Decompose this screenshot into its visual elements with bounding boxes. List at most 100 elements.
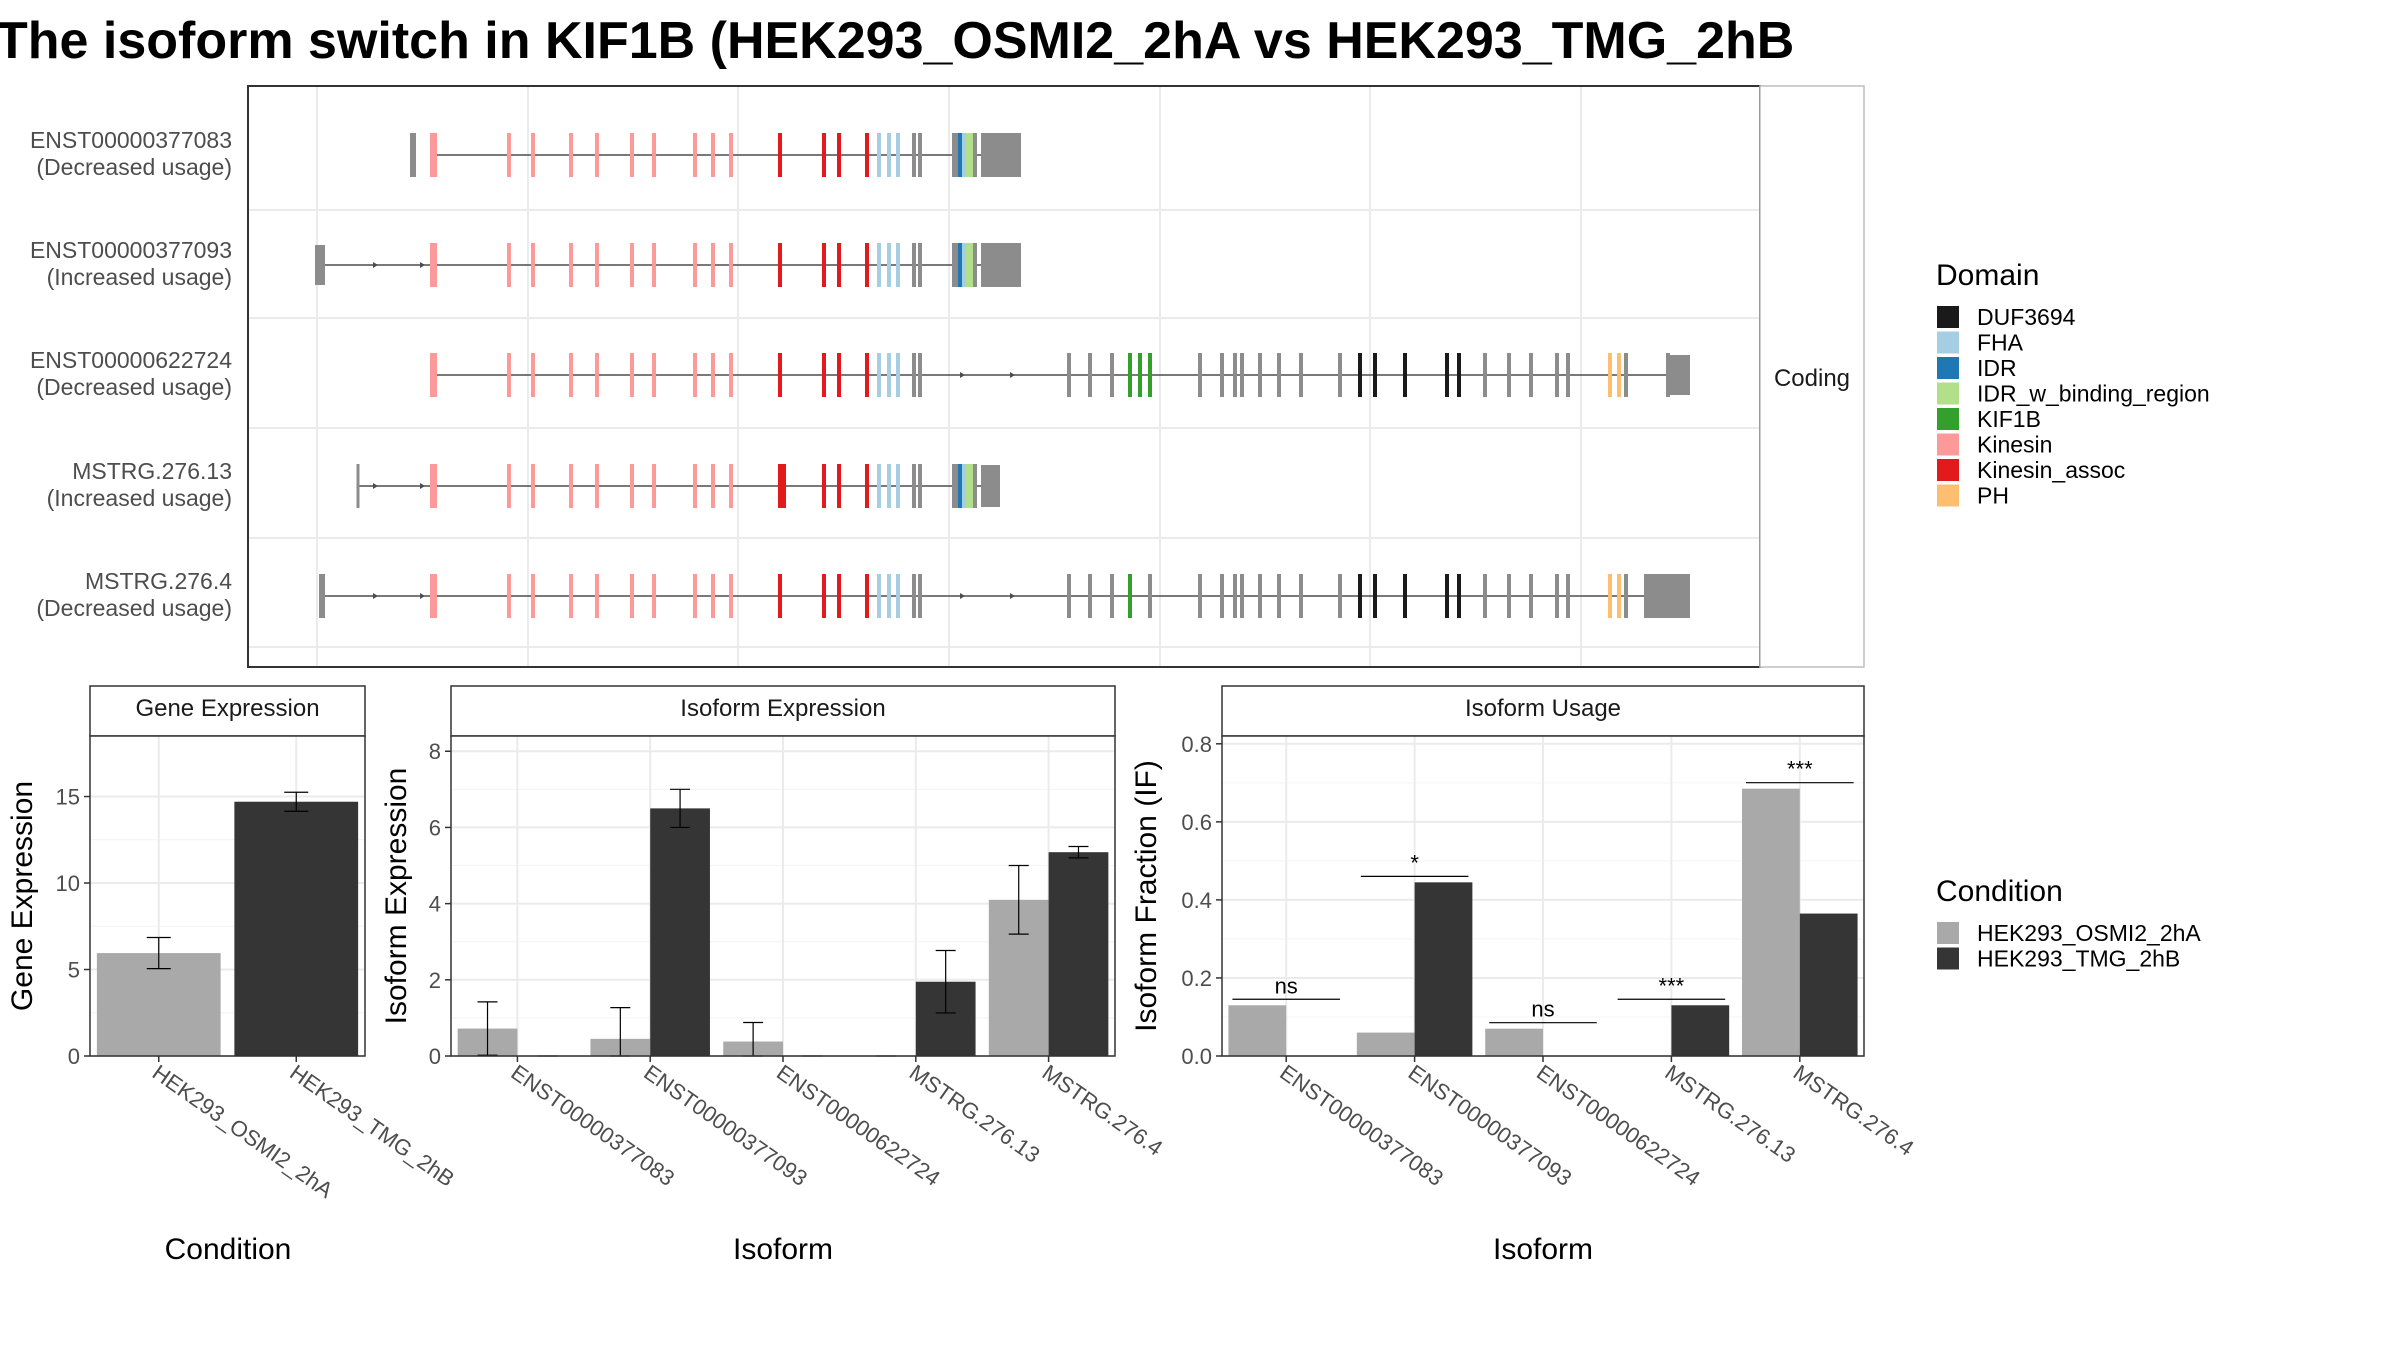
exon-domain — [1403, 574, 1407, 618]
exon-coding — [952, 243, 958, 287]
exon-kif1b — [1138, 353, 1142, 397]
bar-hek293_osmi2_2ha-enst00000377083 — [1228, 1005, 1287, 1056]
exon-fha — [962, 133, 966, 177]
y-tick-label: 0.0 — [1181, 1044, 1212, 1069]
exon-domain — [1220, 574, 1224, 618]
exon-domain — [531, 243, 535, 287]
exon-domain — [569, 133, 573, 177]
exon-domain — [1373, 574, 1377, 618]
significance-label: ns — [1275, 973, 1298, 998]
exon-domain — [1373, 353, 1377, 397]
exon-domain — [711, 243, 715, 287]
condition-legend-label: HEK293_TMG_2hB — [1977, 946, 2180, 972]
exon-utr — [410, 133, 416, 177]
domain-legend-key-idr — [1937, 357, 1959, 379]
exon-domain — [569, 464, 573, 508]
exon-domain — [1507, 574, 1511, 618]
domain-legend-label: KIF1B — [1977, 406, 2041, 432]
exon-domain — [595, 133, 599, 177]
exon-domain — [1457, 353, 1461, 397]
x-tick-label: MSTRG.276.13 — [905, 1060, 1045, 1168]
x-axis-title: Isoform — [1493, 1233, 1593, 1266]
exon-utr-3prime — [1644, 574, 1690, 618]
y-tick-label: 10 — [56, 871, 80, 896]
bar-hek293_tmg_2hb-mstrg.276.13 — [1671, 1005, 1730, 1056]
y-tick-label: 0 — [68, 1044, 80, 1069]
exon-domain — [1555, 353, 1559, 397]
exon-domain — [918, 574, 922, 618]
exon-domain — [652, 574, 656, 618]
y-tick-label: 6 — [429, 815, 441, 840]
domain-legend-key-fha — [1937, 331, 1959, 354]
exon-domain — [630, 464, 634, 508]
exon-domain — [1338, 574, 1342, 618]
y-axis-title: Gene Expression — [6, 781, 39, 1011]
domain-legend: Domain DUF3694FHAIDRIDR_w_binding_region… — [1936, 259, 2210, 509]
exon-domain — [877, 133, 881, 177]
direction-arrow — [373, 593, 378, 599]
exon-domain — [837, 133, 841, 177]
exon-domain — [865, 353, 869, 397]
y-tick-label: 5 — [68, 958, 80, 983]
exon-domain — [1067, 353, 1071, 397]
exon-domain — [1299, 353, 1303, 397]
exon-domain — [507, 353, 511, 397]
isoform-track-mstrg.276.13 — [356, 464, 1000, 508]
exon-domain — [837, 464, 841, 508]
exon-fha — [962, 243, 966, 287]
coding-strip-label: Coding — [1774, 365, 1850, 392]
exon-domain — [630, 133, 634, 177]
y-axis-title: Isoform Fraction (IF) — [1130, 760, 1163, 1032]
exon-domain — [595, 574, 599, 618]
exon-domain — [729, 464, 733, 508]
domain-legend-label: Kinesin — [1977, 432, 2052, 458]
exon-domain — [822, 464, 826, 508]
exon-domain — [837, 243, 841, 287]
exon-domain — [1258, 353, 1262, 397]
exon-domain — [652, 353, 656, 397]
domain-legend-key-kif1b — [1937, 408, 1959, 430]
exon-domain — [1233, 353, 1237, 397]
exon-domain — [865, 464, 869, 508]
y-tick-label: 8 — [429, 739, 441, 764]
y-axis-title: Isoform Expression — [380, 768, 413, 1025]
exon-domain — [531, 353, 535, 397]
y-tick-label: 15 — [56, 785, 80, 810]
domain-legend-items: DUF3694FHAIDRIDR_w_binding_regionKIF1BKi… — [1937, 304, 2210, 509]
exon-domain — [630, 353, 634, 397]
exon-domain — [1555, 574, 1559, 618]
exon-domain — [1403, 353, 1407, 397]
exon-domain — [693, 243, 697, 287]
exon-domain — [595, 353, 599, 397]
isoform-track-enst00000622724 — [430, 353, 1690, 397]
exon-domain — [1299, 574, 1303, 618]
exon-domain — [1624, 574, 1628, 618]
x-axis-title: Isoform — [733, 1233, 833, 1266]
exon-domain — [837, 574, 841, 618]
exon-utr-3prime — [1666, 355, 1690, 395]
exon-domain — [822, 574, 826, 618]
y-tick-label: 2 — [429, 968, 441, 993]
exon-domain — [430, 464, 436, 508]
direction-arrow — [960, 372, 965, 378]
exon-domain — [896, 353, 900, 397]
exon-domain — [912, 574, 916, 618]
direction-arrow — [420, 483, 425, 489]
exon-domain — [1445, 574, 1449, 618]
exon-domain — [630, 574, 634, 618]
direction-arrow — [373, 483, 378, 489]
exon-domain — [822, 243, 826, 287]
y-tick-label: 0.2 — [1181, 966, 1212, 991]
exon-domain — [918, 464, 922, 508]
domain-legend-key-idr-w-binding-region — [1937, 382, 1959, 405]
condition-legend-key — [1937, 922, 1959, 944]
exon-domain — [912, 133, 916, 177]
exon-domain — [531, 133, 535, 177]
y-tick-label: 0 — [429, 1044, 441, 1069]
exon-domain — [729, 353, 733, 397]
exon-domain — [1258, 574, 1262, 618]
exon-idr-binding — [966, 243, 973, 287]
y-tick-label: 0.4 — [1181, 888, 1212, 913]
exon-domain — [569, 353, 573, 397]
exon-utr-3prime — [981, 133, 1021, 177]
